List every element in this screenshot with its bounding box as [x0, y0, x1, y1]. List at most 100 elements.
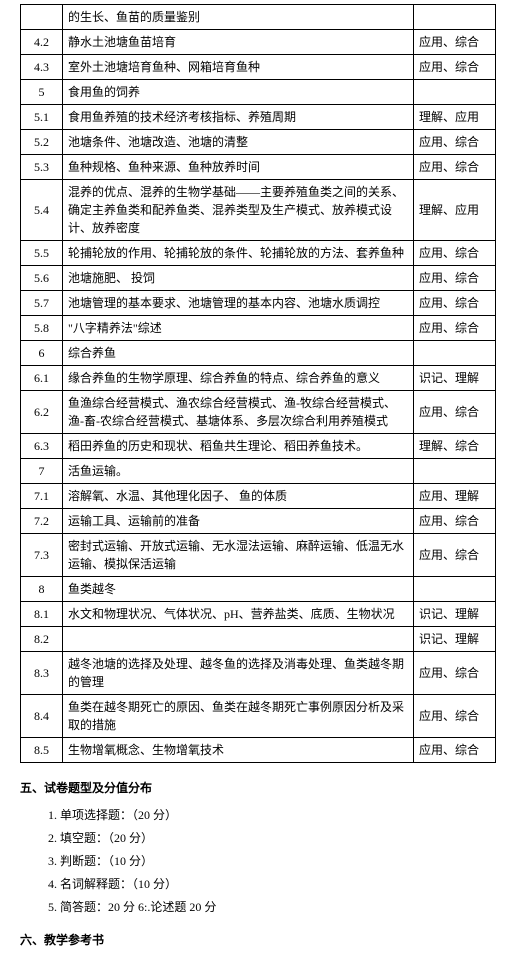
- row-content: 鱼种规格、鱼种来源、鱼种放养时间: [63, 155, 414, 180]
- row-requirement: 应用、综合: [414, 130, 496, 155]
- row-content: 轮捕轮放的作用、轮捕轮放的条件、轮捕轮放的方法、套养鱼种: [63, 241, 414, 266]
- row-requirement: 应用、综合: [414, 316, 496, 341]
- row-number: 4.3: [21, 55, 63, 80]
- table-row: 8.4鱼类在越冬期死亡的原因、鱼类在越冬期死亡事例原因分析及采取的措施应用、综合: [21, 695, 496, 738]
- row-number: 8.5: [21, 738, 63, 763]
- row-number: 5.7: [21, 291, 63, 316]
- row-content: 缘合养鱼的生物学原理、综合养鱼的特点、综合养鱼的意义: [63, 366, 414, 391]
- row-number: 5.4: [21, 180, 63, 241]
- row-number: [21, 5, 63, 30]
- row-number: 5.1: [21, 105, 63, 130]
- row-requirement: 应用、综合: [414, 695, 496, 738]
- list-item: 1. 单项选择题：（20 分）: [48, 806, 496, 823]
- list-item: 5. 简答题：20 分 6:.论述题 20 分: [48, 898, 496, 915]
- row-content: 池塘条件、池塘改造、池塘的清整: [63, 130, 414, 155]
- row-requirement: 应用、综合: [414, 391, 496, 434]
- row-requirement: 应用、综合: [414, 534, 496, 577]
- table-row: 7.1溶解氧、水温、其他理化因子、 鱼的体质应用、理解: [21, 484, 496, 509]
- row-requirement: 应用、综合: [414, 155, 496, 180]
- row-number: 5.8: [21, 316, 63, 341]
- row-requirement: [414, 577, 496, 602]
- table-row: 5.8"八字精养法"综述应用、综合: [21, 316, 496, 341]
- row-requirement: [414, 5, 496, 30]
- table-row: 5食用鱼的饲养: [21, 80, 496, 105]
- row-content: 静水土池塘鱼苗培育: [63, 30, 414, 55]
- row-number: 6.2: [21, 391, 63, 434]
- row-requirement: [414, 80, 496, 105]
- table-row: 7活鱼运输。: [21, 459, 496, 484]
- row-requirement: [414, 459, 496, 484]
- row-content: "八字精养法"综述: [63, 316, 414, 341]
- row-number: 6.3: [21, 434, 63, 459]
- row-content: 生物增氧概念、生物增氧技术: [63, 738, 414, 763]
- table-row: 5.3鱼种规格、鱼种来源、鱼种放养时间应用、综合: [21, 155, 496, 180]
- row-number: 8.1: [21, 602, 63, 627]
- row-content: 室外土池塘培育鱼种、网箱培育鱼种: [63, 55, 414, 80]
- row-requirement: 识记、理解: [414, 627, 496, 652]
- row-content: 鱼类越冬: [63, 577, 414, 602]
- table-row: 5.4混养的优点、混养的生物学基础——主要养殖鱼类之间的关系、确定主养鱼类和配养…: [21, 180, 496, 241]
- row-requirement: 识记、理解: [414, 366, 496, 391]
- row-requirement: 应用、理解: [414, 484, 496, 509]
- table-row: 5.2池塘条件、池塘改造、池塘的清整应用、综合: [21, 130, 496, 155]
- row-number: 7: [21, 459, 63, 484]
- list-item: 2. 填空题：（20 分）: [48, 829, 496, 846]
- row-content: 食用鱼养殖的技术经济考核指标、养殖周期: [63, 105, 414, 130]
- table-row: 7.3密封式运输、开放式运输、无水湿法运输、麻醉运输、低温无水运输、模拟保活运输…: [21, 534, 496, 577]
- syllabus-table: 的生长、鱼苗的质量鉴别4.2静水土池塘鱼苗培育应用、综合4.3室外土池塘培育鱼种…: [20, 4, 496, 763]
- row-number: 5.2: [21, 130, 63, 155]
- row-requirement: 应用、综合: [414, 55, 496, 80]
- section-six-heading: 六、教学参考书: [20, 931, 496, 948]
- table-row: 5.6池塘施肥、 投饲应用、综合: [21, 266, 496, 291]
- row-number: 4.2: [21, 30, 63, 55]
- table-row: 4.2静水土池塘鱼苗培育应用、综合: [21, 30, 496, 55]
- table-row: 8.5生物增氧概念、生物增氧技术应用、综合: [21, 738, 496, 763]
- row-number: 7.3: [21, 534, 63, 577]
- question-type-list: 1. 单项选择题：（20 分） 2. 填空题：（20 分） 3. 判断题：（10 分…: [20, 806, 496, 915]
- row-content: 密封式运输、开放式运输、无水湿法运输、麻醉运输、低温无水运输、模拟保活运输: [63, 534, 414, 577]
- table-row: 8.2 识记、理解: [21, 627, 496, 652]
- row-content: 运输工具、运输前的准备: [63, 509, 414, 534]
- row-requirement: 理解、应用: [414, 105, 496, 130]
- row-number: 5.6: [21, 266, 63, 291]
- row-requirement: 应用、综合: [414, 652, 496, 695]
- row-number: 5.5: [21, 241, 63, 266]
- row-requirement: 理解、综合: [414, 434, 496, 459]
- row-content: 综合养鱼: [63, 341, 414, 366]
- row-number: 5.3: [21, 155, 63, 180]
- row-number: 6: [21, 341, 63, 366]
- row-content: 水文和物理状况、气体状况、pH、营养盐类、底质、生物状况: [63, 602, 414, 627]
- row-number: 7.2: [21, 509, 63, 534]
- table-row: 6.3稻田养鱼的历史和现状、稻鱼共生理论、稻田养鱼技术。理解、综合: [21, 434, 496, 459]
- row-number: 8.4: [21, 695, 63, 738]
- table-row: 6.1缘合养鱼的生物学原理、综合养鱼的特点、综合养鱼的意义识记、理解: [21, 366, 496, 391]
- table-row: 8鱼类越冬: [21, 577, 496, 602]
- row-number: 8.2: [21, 627, 63, 652]
- row-requirement: 应用、综合: [414, 30, 496, 55]
- row-content: 活鱼运输。: [63, 459, 414, 484]
- table-row: 8.3越冬池塘的选择及处理、越冬鱼的选择及消毒处理、鱼类越冬期的管理应用、综合: [21, 652, 496, 695]
- row-requirement: 应用、综合: [414, 241, 496, 266]
- table-row: 4.3室外土池塘培育鱼种、网箱培育鱼种应用、综合: [21, 55, 496, 80]
- row-content: 越冬池塘的选择及处理、越冬鱼的选择及消毒处理、鱼类越冬期的管理: [63, 652, 414, 695]
- row-requirement: 应用、综合: [414, 291, 496, 316]
- list-item: 3. 判断题：（10 分）: [48, 852, 496, 869]
- row-requirement: 应用、综合: [414, 266, 496, 291]
- section-five-heading: 五、试卷题型及分值分布: [20, 779, 496, 796]
- row-requirement: [414, 341, 496, 366]
- list-item: 4. 名词解释题：（10 分）: [48, 875, 496, 892]
- row-requirement: 应用、综合: [414, 509, 496, 534]
- row-content: 溶解氧、水温、其他理化因子、 鱼的体质: [63, 484, 414, 509]
- table-row: 6综合养鱼: [21, 341, 496, 366]
- row-number: 7.1: [21, 484, 63, 509]
- row-content: 鱼渔综合经营模式、渔农综合经营模式、渔-牧综合经营模式、渔-畜-农综合经营模式、…: [63, 391, 414, 434]
- table-row: 6.2鱼渔综合经营模式、渔农综合经营模式、渔-牧综合经营模式、渔-畜-农综合经营…: [21, 391, 496, 434]
- row-requirement: 应用、综合: [414, 738, 496, 763]
- table-row: 5.1食用鱼养殖的技术经济考核指标、养殖周期理解、应用: [21, 105, 496, 130]
- row-content: 鱼类在越冬期死亡的原因、鱼类在越冬期死亡事例原因分析及采取的措施: [63, 695, 414, 738]
- row-number: 5: [21, 80, 63, 105]
- row-number: 8.3: [21, 652, 63, 695]
- row-content: [63, 627, 414, 652]
- table-row: 8.1水文和物理状况、气体状况、pH、营养盐类、底质、生物状况识记、理解: [21, 602, 496, 627]
- row-content: 混养的优点、混养的生物学基础——主要养殖鱼类之间的关系、确定主养鱼类和配养鱼类、…: [63, 180, 414, 241]
